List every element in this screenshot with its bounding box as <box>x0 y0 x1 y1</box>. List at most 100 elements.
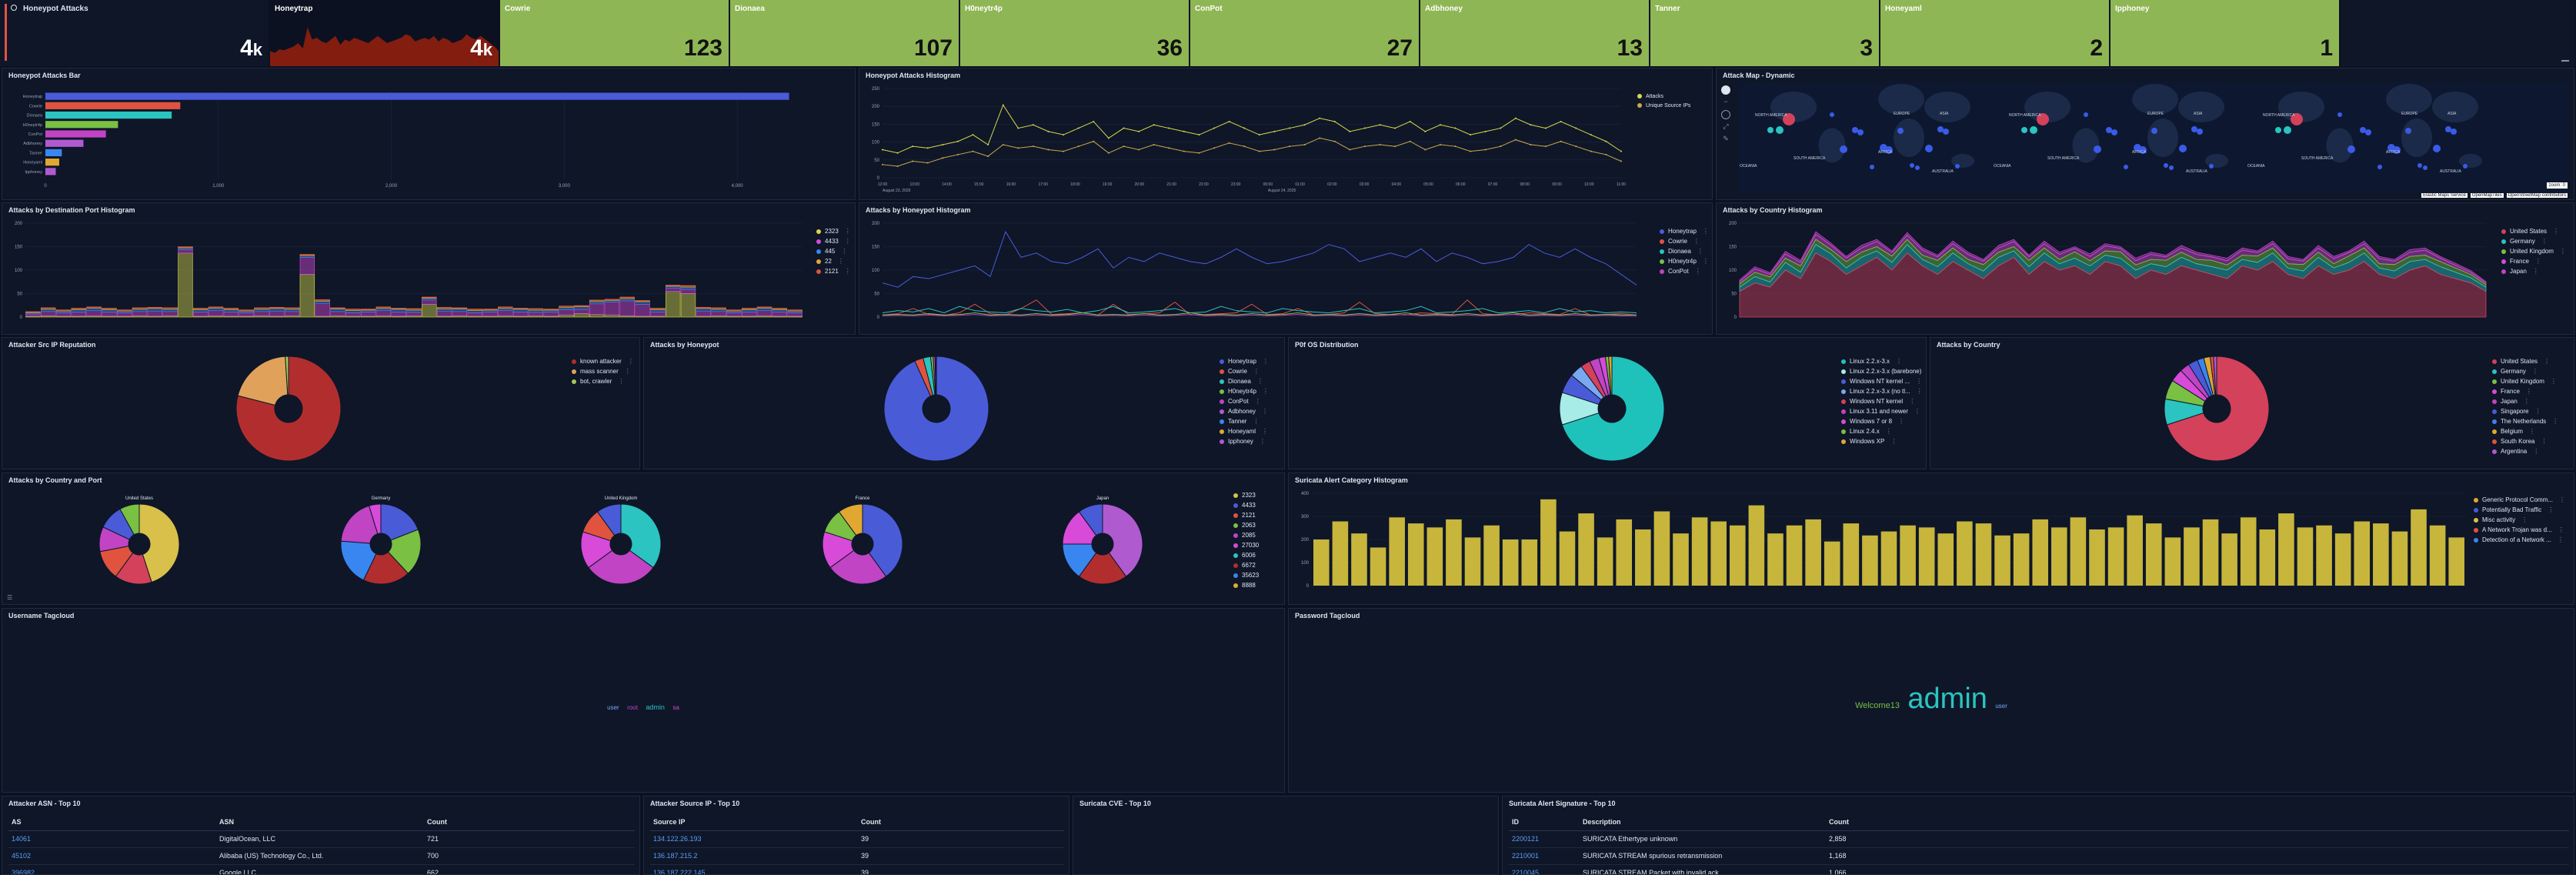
legend-item[interactable]: Adbhoney ⋮ <box>1220 406 1269 416</box>
column-header[interactable]: ID <box>1509 813 1580 831</box>
legend-options-icon[interactable]: ⋮ <box>2552 418 2559 425</box>
legend-item[interactable]: Linux 2.4.x ⋮ <box>1841 426 1926 436</box>
column-header[interactable]: Count <box>1826 813 2569 831</box>
legend-options-icon[interactable]: ⋮ <box>1253 418 1260 425</box>
legend-options-icon[interactable]: ⋮ <box>844 238 851 245</box>
legend-options-icon[interactable]: ⋮ <box>1256 378 1263 385</box>
column-header[interactable]: ASN <box>216 813 424 831</box>
map-zoom-in-button[interactable] <box>1721 85 1730 95</box>
column-header[interactable]: Count <box>858 813 1064 831</box>
legend-options-icon[interactable]: ⋮ <box>1253 368 1260 375</box>
legend-item[interactable]: Linux 2.2.x-3.x (barebone)⋮ <box>1841 366 1926 376</box>
legend-options-icon[interactable]: ⋮ <box>2557 536 2564 543</box>
legend-options-icon[interactable]: ⋮ <box>1914 408 1920 415</box>
legend-item[interactable]: Ipphoney ⋮ <box>1220 436 1269 446</box>
tile-cowrie[interactable]: Cowrie 123 <box>500 0 729 66</box>
legend-options-icon[interactable]: ⋮ <box>2534 258 2541 265</box>
legend-toggle-icon[interactable]: ☰ <box>7 594 13 601</box>
tag-word[interactable]: admin <box>1907 683 1987 715</box>
ip-link[interactable]: 136.187.215.2 <box>650 847 858 865</box>
legend-options-icon[interactable]: ⋮ <box>837 258 844 265</box>
legend-item[interactable]: The Netherlands ⋮ <box>2492 416 2558 426</box>
legend-item[interactable]: 2323 <box>1233 490 1259 500</box>
signature-id-link[interactable]: 2200121 <box>1509 830 1580 848</box>
legend-options-icon[interactable]: ⋮ <box>844 228 851 235</box>
legend-options-icon[interactable]: ⋮ <box>1885 428 1892 435</box>
legend-item[interactable]: Germany ⋮ <box>2501 236 2566 246</box>
legend-item[interactable]: bot, crawler ⋮ <box>572 376 634 386</box>
legend-options-icon[interactable]: ⋮ <box>2533 448 2540 455</box>
column-header[interactable]: Count <box>424 813 635 831</box>
as-link[interactable]: 45102 <box>8 847 216 865</box>
legend-item[interactable]: 6672 <box>1233 560 1259 570</box>
tag-word[interactable]: user <box>1995 703 2007 710</box>
legend-item[interactable]: ConPot ⋮ <box>1220 396 1269 406</box>
tile-honeyaml[interactable]: Honeyaml 2 <box>1880 0 2110 66</box>
legend-options-icon[interactable]: ⋮ <box>1259 438 1266 445</box>
legend-item[interactable]: United Kingdom ⋮ <box>2492 376 2558 386</box>
as-link[interactable]: 14061 <box>8 830 216 848</box>
legend-item[interactable]: Belgium ⋮ <box>2492 426 2558 436</box>
legend-item[interactable]: Detection of a Network ... ⋮ <box>2474 535 2565 545</box>
map-locate-icon[interactable] <box>1721 110 1730 119</box>
column-header[interactable]: AS <box>8 813 216 831</box>
legend-options-icon[interactable]: ⋮ <box>618 378 625 385</box>
tag-word[interactable]: sa <box>672 704 679 711</box>
legend-options-icon[interactable]: ⋮ <box>841 248 848 255</box>
legend-options-icon[interactable]: ⋮ <box>1254 398 1261 405</box>
legend-item[interactable]: 4433 <box>1233 500 1259 510</box>
as-link[interactable]: 396982 <box>8 864 216 874</box>
legend-options-icon[interactable]: ⋮ <box>1702 258 1709 265</box>
legend-item[interactable]: Singapore ⋮ <box>2492 406 2558 416</box>
legend-item[interactable]: H0neytr4p ⋮ <box>1220 386 1269 396</box>
column-header[interactable]: Source IP <box>650 813 858 831</box>
legend-item[interactable]: 22 ⋮ <box>816 256 851 266</box>
legend-options-icon[interactable]: ⋮ <box>1262 388 1269 395</box>
legend-options-icon[interactable]: ⋮ <box>1909 398 1916 405</box>
legend-item[interactable]: 2085 <box>1233 530 1259 540</box>
legend-item[interactable]: France ⋮ <box>2501 256 2566 266</box>
legend-item[interactable]: 2323 ⋮ <box>816 226 851 236</box>
tag-word[interactable]: admin <box>646 703 665 711</box>
map-attribution-item[interactable]: Elastic Maps Service <box>2421 193 2468 198</box>
legend-item[interactable]: Dionaea ⋮ <box>1660 246 1709 256</box>
legend-options-icon[interactable]: ⋮ <box>2541 438 2548 445</box>
attack-map[interactable]: NORTH AMERICA SOUTH AMERICA AFRICA EUROPE AS… <box>1717 68 2574 200</box>
legend-options-icon[interactable]: ⋮ <box>1697 248 1703 255</box>
legend-item[interactable]: 27030 <box>1233 540 1259 550</box>
ip-link[interactable]: 136.187.222.145 <box>650 864 858 874</box>
legend-item[interactable]: United States ⋮ <box>2501 226 2566 236</box>
legend-options-icon[interactable]: ⋮ <box>2550 378 2557 385</box>
map-zoom-out-button[interactable]: − <box>1723 98 1728 105</box>
legend-options-icon[interactable]: ⋮ <box>1262 428 1269 435</box>
legend-options-icon[interactable]: ⋮ <box>1898 418 1905 425</box>
signature-id-link[interactable]: 2210045 <box>1509 864 1580 874</box>
legend-options-icon[interactable]: ⋮ <box>1693 238 1700 245</box>
legend-options-icon[interactable]: ⋮ <box>2521 516 2528 523</box>
legend-options-icon[interactable]: ⋮ <box>1262 358 1269 365</box>
legend-item[interactable]: Linux 3.11 and newer ⋮ <box>1841 406 1926 416</box>
legend-item[interactable]: A Network Trojan was d... ⋮ <box>2474 525 2565 535</box>
legend-options-icon[interactable]: ⋮ <box>2528 428 2535 435</box>
map-fullscreen-icon[interactable]: ⤢ <box>1723 122 1729 130</box>
legend-item[interactable]: Windows XP ⋮ <box>1841 436 1926 446</box>
legend-options-icon[interactable]: ⋮ <box>2558 526 2564 533</box>
legend-item[interactable]: 445 ⋮ <box>816 246 851 256</box>
legend-options-icon[interactable]: ⋮ <box>2544 358 2551 365</box>
legend-options-icon[interactable]: ⋮ <box>1890 438 1897 445</box>
ip-link[interactable]: 134.122.26.193 <box>650 830 858 848</box>
legend-item[interactable]: 2121 ⋮ <box>816 266 851 276</box>
tile-h0neytr4p[interactable]: H0neytr4p 36 <box>960 0 1190 66</box>
legend-options-icon[interactable]: ⋮ <box>2548 506 2554 513</box>
legend-item[interactable]: 8888 <box>1233 580 1259 590</box>
legend-item[interactable]: Honeyaml ⋮ <box>1220 426 1269 436</box>
legend-item[interactable]: H0neytr4p ⋮ <box>1660 256 1709 266</box>
tile-dionaea[interactable]: Dionaea 107 <box>730 0 959 66</box>
legend-item[interactable]: Generic Protocol Comm... ⋮ <box>2474 495 2565 505</box>
legend-item[interactable]: Germany ⋮ <box>2492 366 2558 376</box>
legend-item[interactable]: United Kingdom ⋮ <box>2501 246 2566 256</box>
legend-item[interactable]: known attacker ⋮ <box>572 356 634 366</box>
legend-options-icon[interactable]: ⋮ <box>1694 268 1701 275</box>
legend-item[interactable]: 2121 <box>1233 510 1259 520</box>
legend-options-icon[interactable]: ⋮ <box>2523 398 2530 405</box>
